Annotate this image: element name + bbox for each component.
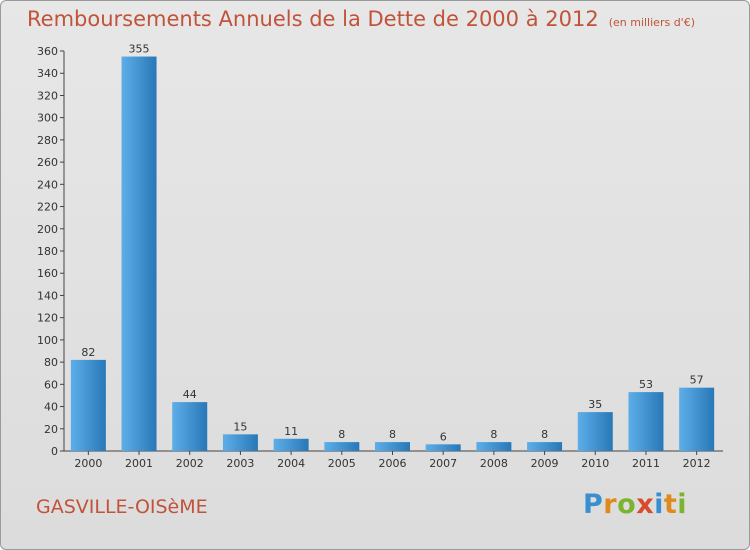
logo-letter: t [663, 489, 678, 520]
y-tick-label: 240 [37, 178, 58, 191]
x-tick-label: 2006 [379, 457, 407, 470]
x-tick-label: 2003 [226, 457, 254, 470]
x-tick-label: 2005 [328, 457, 356, 470]
y-tick-label: 20 [44, 423, 58, 436]
bar-2001 [121, 56, 157, 452]
logo-letter: o [617, 489, 637, 520]
data-label-2003: 15 [233, 420, 247, 433]
proxiti-logo[interactable]: Proxiti [583, 489, 687, 520]
bar-2000 [70, 359, 106, 451]
data-label-2012: 57 [690, 374, 704, 387]
y-tick-label: 220 [37, 201, 58, 214]
y-tick-label: 260 [37, 156, 58, 169]
logo-letter: i [677, 489, 688, 520]
data-label-2002: 44 [183, 388, 197, 401]
x-tick-label: 2007 [429, 457, 457, 470]
x-tick-label: 2012 [683, 457, 711, 470]
y-tick-label: 320 [37, 89, 58, 102]
bar-2004 [273, 438, 309, 451]
y-tick-label: 80 [44, 356, 58, 369]
bar-2003 [222, 434, 258, 451]
x-tick-label: 2001 [125, 457, 153, 470]
axes: 0 20 40 60 80 100 120 140 160 180 200 220 240 260 280 3… [37, 45, 723, 458]
data-label-2010: 35 [588, 398, 602, 411]
labels: 82 2000 355 2001 44 2002 15 2003 11 2004 8 2005 8 200… [74, 43, 710, 470]
y-tick-label: 340 [37, 67, 58, 80]
x-tick-label: 2002 [176, 457, 204, 470]
x-tick-label: 2010 [581, 457, 609, 470]
data-label-2008: 8 [490, 428, 497, 441]
logo-letter: i [654, 489, 664, 520]
bar-2006 [375, 442, 410, 451]
bar-2012 [679, 387, 715, 451]
y-tick-label: 120 [37, 312, 58, 325]
commune-name: GASVILLE-OISèME [36, 496, 208, 518]
y-tick-label: 300 [37, 112, 58, 125]
x-tick-label: 2011 [632, 457, 660, 470]
data-label-2011: 53 [639, 378, 653, 391]
y-tick-label: 100 [37, 334, 58, 347]
logo-letter: r [603, 489, 618, 520]
data-label-2006: 8 [389, 428, 396, 441]
bar-2002 [172, 402, 208, 451]
x-tick-label: 2000 [74, 457, 102, 470]
logo-letter: x [636, 489, 655, 520]
data-label-2005: 8 [338, 428, 345, 441]
y-tick-label: 160 [37, 267, 58, 280]
y-tick-label: 140 [37, 289, 58, 302]
y-tick-label: 180 [37, 245, 58, 258]
bars [70, 56, 715, 452]
y-tick-label: 280 [37, 134, 58, 147]
data-label-2004: 11 [284, 425, 298, 438]
bar-2011 [628, 392, 664, 451]
chart-title: Remboursements Annuels de la Dette de 20… [27, 7, 695, 31]
x-tick-label: 2004 [277, 457, 305, 470]
logo-letter: P [583, 489, 604, 520]
y-tick-label: 360 [37, 45, 58, 58]
y-tick-label: 60 [44, 378, 58, 391]
data-label-2000: 82 [81, 346, 95, 359]
data-label-2007: 6 [440, 430, 447, 443]
y-tick-label: 40 [44, 401, 58, 414]
chart-subtitle: (en milliers d'€) [608, 16, 695, 29]
bar-2009 [527, 442, 563, 451]
bar-2008 [476, 442, 512, 451]
y-tick-label: 0 [51, 445, 58, 458]
chart-title-text: Remboursements Annuels de la Dette de 20… [27, 7, 599, 31]
bar-2010 [577, 412, 613, 451]
data-label-2009: 8 [541, 428, 548, 441]
x-tick-label: 2008 [480, 457, 508, 470]
x-tick-label: 2009 [531, 457, 559, 470]
y-tick-label: 200 [37, 223, 58, 236]
bar-2007 [425, 444, 461, 451]
bar-2005 [324, 442, 360, 451]
data-label-2001: 355 [129, 43, 150, 56]
